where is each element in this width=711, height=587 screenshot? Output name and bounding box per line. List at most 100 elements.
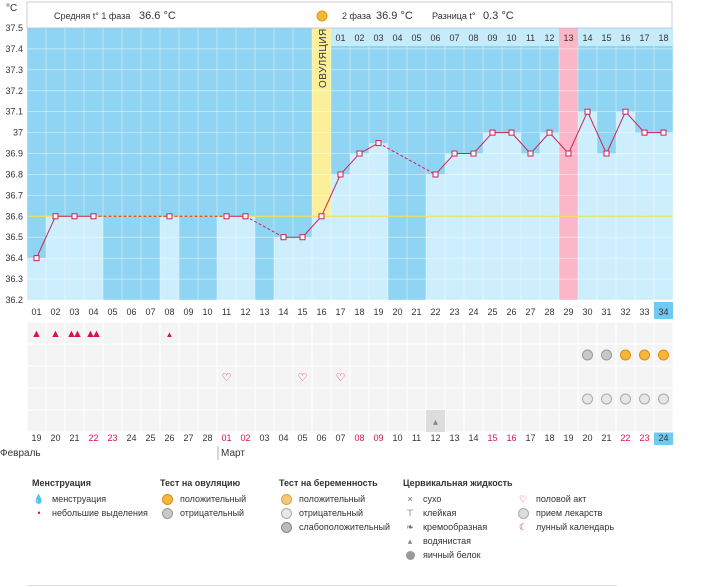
row-cell	[615, 365, 636, 389]
date-label: 23	[107, 433, 117, 443]
temp-point	[508, 129, 515, 136]
cycle-day-label: 04	[88, 307, 98, 317]
row-cell	[463, 343, 484, 367]
phase2-header-cell	[502, 28, 521, 46]
menstruation-icon: 💧	[33, 494, 45, 504]
row-cell	[178, 365, 199, 389]
date-label: 28	[202, 433, 212, 443]
row-cell	[121, 365, 142, 389]
row-cell	[83, 365, 104, 389]
row-cell	[406, 321, 427, 345]
cycle-day-label: 28	[544, 307, 554, 317]
row-cell	[216, 343, 237, 367]
cycle-day-label: 02	[50, 307, 60, 317]
phase2-header-cell	[483, 28, 502, 46]
row-cell	[121, 409, 142, 433]
row-cell	[197, 321, 218, 345]
temp-point	[660, 129, 667, 136]
row-cell	[178, 387, 199, 411]
row-cell	[45, 365, 66, 389]
pill-icon	[639, 393, 650, 405]
temp-bar	[578, 111, 597, 300]
row-cell	[254, 409, 275, 433]
row-cell	[235, 343, 256, 367]
row-cell	[387, 343, 408, 367]
legend-item: клейкая	[423, 508, 457, 518]
cycle-day-label: 08	[164, 307, 174, 317]
phase2-day-number: 07	[449, 33, 459, 43]
temp-point	[432, 171, 439, 178]
temp-segment	[530, 132, 550, 154]
date-label: 16	[506, 433, 516, 443]
cycle-day-label: 01	[31, 307, 41, 317]
legend-item: лунный календарь	[536, 522, 615, 532]
cycle-day-label: 20	[392, 307, 402, 317]
row-cell	[216, 409, 237, 433]
row-cell	[501, 409, 522, 433]
row-cell	[178, 409, 199, 433]
row-cell	[311, 365, 332, 389]
cycle-day-label: 24	[468, 307, 478, 317]
row-cell	[121, 321, 142, 345]
row-cell	[615, 409, 636, 433]
row-cell	[596, 365, 617, 389]
legend-item: яичный белок	[423, 550, 481, 560]
cycle-day-label: 13	[259, 307, 269, 317]
row-cell	[558, 409, 579, 433]
phase2-day-number: 09	[487, 33, 497, 43]
row-cell	[406, 409, 427, 433]
temp-point	[356, 150, 363, 157]
row-cell	[330, 387, 351, 411]
legend-item: небольшие выделения	[52, 508, 148, 518]
row-cell	[26, 409, 47, 433]
phase2-day-number: 04	[392, 33, 402, 43]
row-cell	[159, 387, 180, 411]
menstruation-icon: ▲	[31, 328, 42, 340]
y-tick-label: 37.1	[5, 107, 23, 117]
temp-point	[489, 129, 496, 136]
date-label: 26	[164, 433, 174, 443]
date-label: 14	[468, 433, 478, 443]
row-cell	[425, 343, 446, 367]
phase2-header-cell	[350, 28, 369, 46]
date-label: 05	[297, 433, 307, 443]
row-cell	[501, 365, 522, 389]
row-cell	[406, 365, 427, 389]
ovulation-positive-icon	[639, 349, 650, 361]
row-cell	[634, 365, 655, 389]
date-label: 17	[525, 433, 535, 443]
temp-segment	[378, 142, 436, 175]
row-cell	[653, 365, 674, 389]
ovulation-label: ОВУЛЯЦИЯ	[318, 28, 329, 88]
row-cell	[121, 387, 142, 411]
row-cell	[539, 387, 560, 411]
row-cell	[311, 387, 332, 411]
row-cell	[406, 343, 427, 367]
row-cell	[197, 387, 218, 411]
heart-icon: ♡	[298, 372, 308, 384]
date-label: 21	[69, 433, 79, 443]
phase2-header-cell	[559, 28, 578, 46]
cycle-day-label: 23	[449, 307, 459, 317]
cycle-day-label: 19	[373, 307, 383, 317]
legend-item: сухо	[423, 494, 442, 504]
row-cell	[349, 343, 370, 367]
menstruation-icon: ▲	[72, 328, 83, 340]
row-cell	[387, 321, 408, 345]
phase2-day-number: 16	[620, 33, 630, 43]
row-cell	[615, 321, 636, 345]
row-cell	[64, 365, 85, 389]
temp-point	[470, 150, 477, 157]
phase2-header-cell	[388, 28, 407, 46]
phase2-header-cell	[445, 28, 464, 46]
temp-bar	[521, 153, 540, 300]
phase2-header-cell	[597, 28, 616, 46]
row-cell	[254, 365, 275, 389]
y-tick-label: 36.5	[5, 232, 23, 242]
row-cell	[235, 365, 256, 389]
row-cell	[140, 409, 161, 433]
row-cell	[102, 387, 123, 411]
row-cell	[349, 409, 370, 433]
temp-bar	[445, 153, 464, 300]
date-label: 22	[620, 433, 630, 443]
